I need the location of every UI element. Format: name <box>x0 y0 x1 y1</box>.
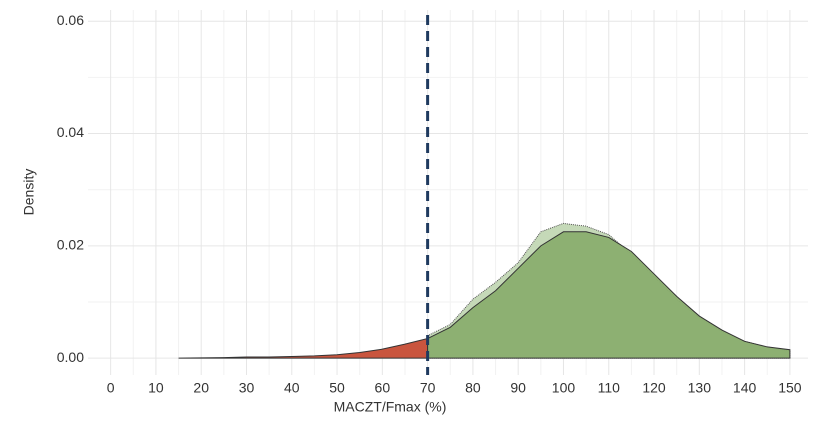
y-axis-label: Density <box>21 169 37 216</box>
y-tick-label: 0.04 <box>57 124 84 140</box>
x-tick-label: 30 <box>239 380 255 396</box>
x-tick-label: 130 <box>688 380 712 396</box>
x-tick-label: 0 <box>107 380 115 396</box>
density-area-above <box>427 231 791 359</box>
y-tick-label: 0.06 <box>57 12 84 28</box>
x-tick-label: 20 <box>193 380 209 396</box>
y-tick-label: 0.00 <box>57 349 84 365</box>
x-tick-label: 50 <box>329 380 345 396</box>
x-tick-label: 140 <box>733 380 757 396</box>
x-tick-label: 110 <box>598 380 621 396</box>
x-tick-label: 70 <box>420 380 436 396</box>
x-tick-label: 90 <box>510 380 526 396</box>
x-tick-label: 10 <box>148 380 164 396</box>
x-axis-label: MACZT/Fmax (%) <box>334 399 447 415</box>
x-tick-label: 120 <box>642 380 666 396</box>
y-tick-label: 0.02 <box>57 237 84 253</box>
x-tick-label: 80 <box>465 380 481 396</box>
density-area-below <box>178 337 429 359</box>
x-tick-label: 40 <box>284 380 300 396</box>
x-tick-label: 150 <box>778 380 802 396</box>
x-tick-label: 60 <box>375 380 391 396</box>
x-tick-label: 100 <box>552 380 576 396</box>
